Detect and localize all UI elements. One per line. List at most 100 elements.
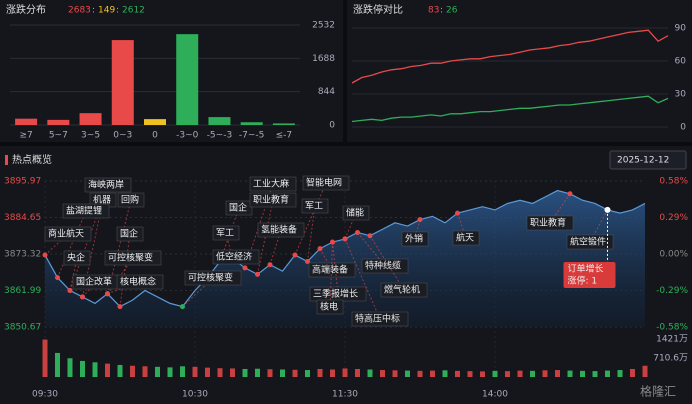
annotation-box <box>225 200 253 216</box>
annotation: 盐湖提锂 <box>66 205 102 217</box>
line <box>351 95 669 123</box>
volume-bar <box>305 370 310 377</box>
annotation: 航空锻件 <box>570 236 606 248</box>
panel-title: 涨跌停对比 <box>353 3 403 16</box>
annotation: 燃气轮机 <box>384 284 420 296</box>
annotation-dot <box>305 258 310 264</box>
annotation: 海峡两岸 <box>88 179 124 191</box>
y-tick-label: 3850.67 <box>4 323 41 333</box>
x-tick-label: ≤-7 <box>276 131 293 141</box>
y-tick-label: 0 <box>680 123 686 133</box>
annotation-box <box>301 198 329 214</box>
volume-bar <box>392 370 398 377</box>
tooltip-title: 订单增长 <box>568 263 604 275</box>
volume-bar <box>55 352 60 377</box>
annotation-box <box>452 230 480 246</box>
annotation-box <box>316 299 344 315</box>
bar <box>240 122 263 125</box>
y-tick-label: 3884.65 <box>4 213 41 223</box>
annotation-dot <box>355 229 360 235</box>
x-tick-label: -3~0 <box>176 131 199 141</box>
annotation-box <box>361 258 409 274</box>
annotation: 低空经济 <box>216 251 252 263</box>
bar <box>15 118 38 125</box>
annotation: 储能 <box>346 207 364 219</box>
x-tick-label: 0~3 <box>113 131 132 141</box>
annotation-box <box>380 282 428 298</box>
tooltip-dot <box>604 206 611 213</box>
annotation-box <box>116 226 144 242</box>
annotation: 氢能装备 <box>261 224 297 236</box>
volume-bar <box>267 369 273 377</box>
bar <box>111 40 134 126</box>
bar <box>176 34 199 125</box>
volume-bar <box>517 370 523 377</box>
x-tick-label: -7~-5 <box>239 131 265 141</box>
annotation-dot <box>67 287 73 293</box>
panel-title: 涨跌分布 <box>6 3 46 16</box>
volume-bar <box>130 365 135 377</box>
leader <box>69 257 78 291</box>
volume-bar <box>317 368 323 377</box>
annotation: 机器 <box>93 194 111 206</box>
annotation: 军工 <box>305 201 323 212</box>
y2-tick-label: 0.00% <box>659 250 688 260</box>
volume-bar <box>180 366 185 377</box>
panel <box>0 0 343 142</box>
y2-tick-label: -0.58% <box>656 323 688 333</box>
leader <box>57 210 87 278</box>
volume-bar <box>567 370 573 377</box>
volume-bar <box>330 369 335 377</box>
annotation-box <box>249 176 297 192</box>
volume-bar <box>242 368 248 377</box>
up-count: 2683 <box>68 6 91 16</box>
y-tick-label: 844 <box>318 87 335 97</box>
y-tick-label: 3895.97 <box>4 177 41 187</box>
x-tick-label: 10:30 <box>182 390 208 400</box>
volume-bar <box>592 371 598 377</box>
annotation-dot <box>255 271 260 277</box>
up-count: 83 <box>428 6 439 16</box>
annotation-box <box>212 225 240 241</box>
annotation-dot <box>330 239 335 245</box>
annotation: 核电概念 <box>120 276 156 288</box>
annotation-box <box>63 250 91 266</box>
volume-bar <box>430 370 435 377</box>
volume-bar <box>117 364 123 377</box>
volume-bar <box>192 366 198 377</box>
volume-bar <box>492 370 498 377</box>
y2-tick-label: 0.29% <box>659 213 688 223</box>
volume-bar <box>105 363 110 377</box>
volume-bar <box>92 362 98 377</box>
leader <box>119 233 131 307</box>
area <box>45 190 645 327</box>
leader <box>182 277 214 307</box>
volume-bar <box>255 368 260 377</box>
leader <box>294 182 327 256</box>
leader <box>332 242 339 295</box>
down-count: 2612 <box>122 6 145 16</box>
y-tick-label: 2532 <box>312 21 335 31</box>
date-picker[interactable] <box>609 150 687 170</box>
annotation: 商业航天 <box>48 228 84 240</box>
annotation-box <box>566 234 614 250</box>
volume-bar <box>417 370 423 377</box>
down-count: 26 <box>446 6 458 16</box>
annotation: 智能电网 <box>306 177 342 189</box>
volume-bar <box>405 370 410 377</box>
volume-bar <box>142 366 148 377</box>
annotation: 央企 <box>67 252 85 264</box>
annotation: 国企 <box>229 202 247 214</box>
y2-tick-label: -0.29% <box>656 286 688 296</box>
volume-bar <box>442 370 448 377</box>
leader <box>329 242 333 308</box>
annotation: 外销 <box>405 233 423 245</box>
watermark: 格隆汇 <box>640 384 676 399</box>
volume-bar <box>642 365 648 377</box>
annotation-dot <box>367 233 373 239</box>
annotation-box <box>342 205 370 221</box>
volume-tick-label: 1421万 <box>656 335 688 345</box>
y-tick-label: 30 <box>675 90 687 100</box>
annotation: 特高压中标 <box>355 313 400 325</box>
annotation-box <box>351 311 409 327</box>
